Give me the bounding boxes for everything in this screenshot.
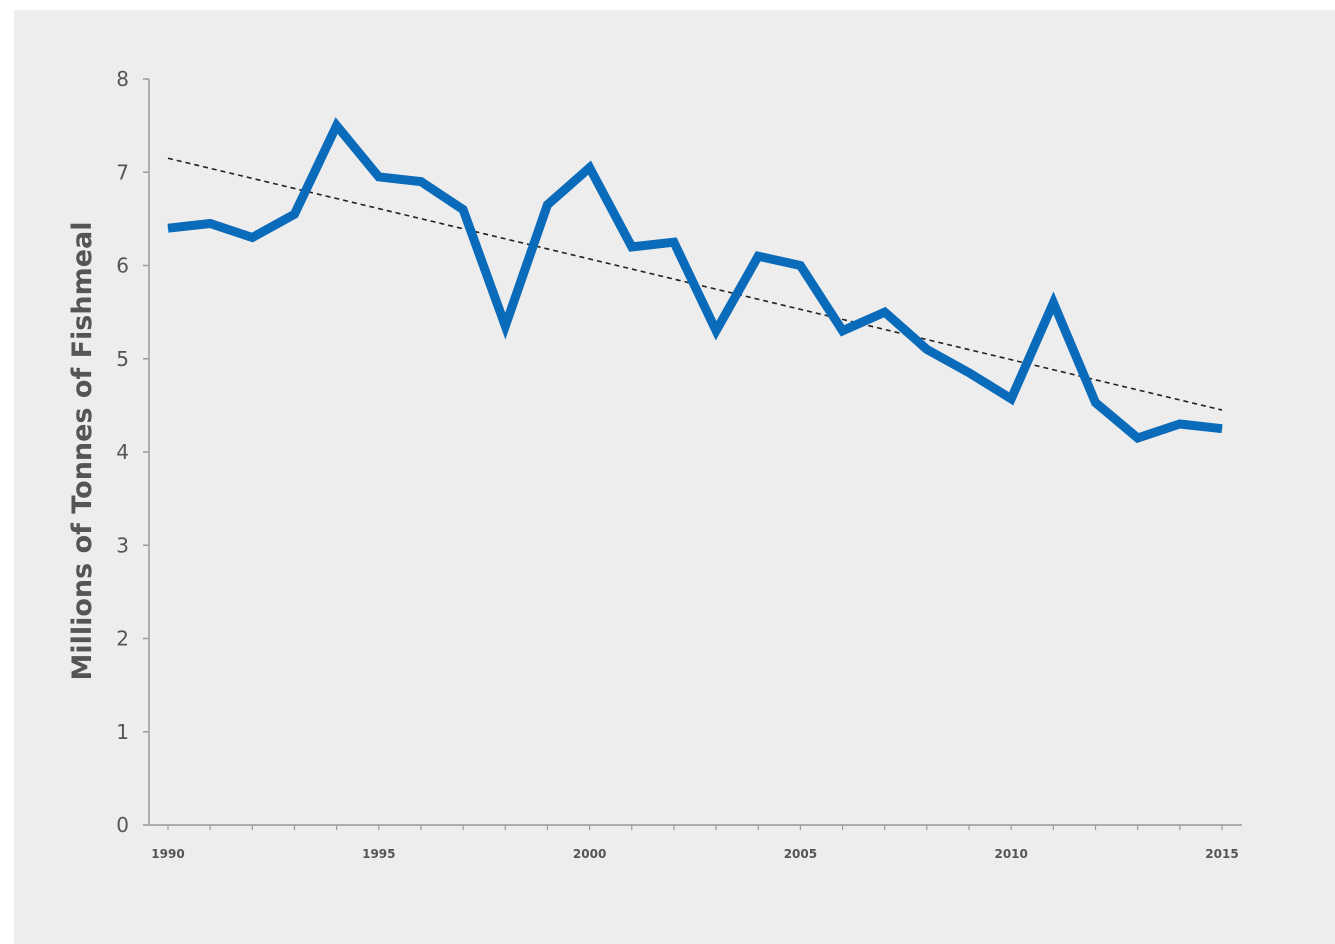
data-point (1095, 402, 1096, 404)
axes (143, 78, 1242, 830)
data-point (842, 330, 844, 332)
data-point (546, 204, 548, 206)
y-tick-label: 0 (116, 813, 129, 837)
data-point (209, 223, 211, 224)
x-tick-label: 2005 (784, 847, 817, 861)
data-point (336, 125, 338, 127)
data-point (631, 246, 633, 248)
data-point (715, 330, 717, 332)
y-axis-label: Millions of Tonnes of Fishmeal (67, 221, 98, 680)
data-point (1137, 437, 1139, 439)
y-tick-label: 2 (116, 627, 129, 651)
x-tick-label: 1990 (151, 847, 184, 861)
y-tick-label: 4 (116, 440, 129, 464)
tick-labels: 0 1 2 3 4 5 6 7 8 1990 1995 2000 2005 2010 2015 (116, 67, 1238, 861)
data-point (589, 167, 591, 169)
data-point (294, 213, 295, 215)
data-point (462, 209, 464, 211)
data-point (926, 348, 928, 350)
x-tick-label: 1995 (362, 847, 395, 861)
data-point (251, 237, 253, 238)
data-point (673, 241, 675, 243)
data-point (1179, 423, 1181, 425)
series-layer (167, 117, 1223, 444)
y-tick-label: 3 (116, 533, 129, 557)
data-point (799, 265, 801, 266)
x-tick-label: 2000 (573, 847, 606, 861)
x-tick-label: 2010 (994, 847, 1027, 861)
chart-panel (14, 10, 1335, 944)
data-point (968, 372, 970, 374)
y-tick-label: 7 (116, 160, 129, 184)
series-line (167, 117, 1223, 444)
y-tick-label: 1 (116, 720, 129, 744)
x-tick-label: 2015 (1205, 847, 1238, 861)
data-point (1010, 398, 1012, 400)
y-tick-label: 5 (116, 347, 129, 371)
y-tick-label: 6 (116, 254, 129, 278)
data-point (167, 227, 169, 229)
data-point (378, 176, 380, 178)
y-tick-label: 8 (116, 67, 129, 91)
data-point (420, 181, 422, 183)
data-point (1052, 302, 1054, 304)
data-point (504, 325, 506, 327)
data-point (1221, 428, 1223, 430)
data-point (884, 311, 886, 313)
data-point (757, 255, 759, 257)
